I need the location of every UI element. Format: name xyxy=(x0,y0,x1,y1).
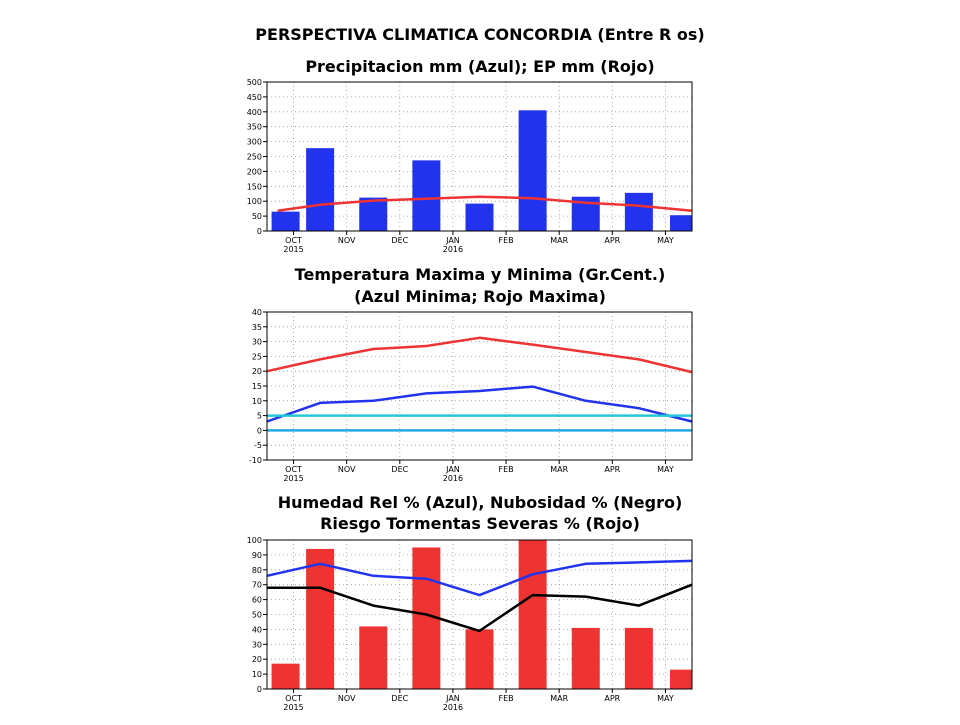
y-tick-label: 10 xyxy=(252,670,262,679)
x-tick-label: FEB xyxy=(498,236,513,245)
y-tick-label: 30 xyxy=(252,640,262,649)
x-tick-label: DEC xyxy=(391,465,408,474)
x-tick-year: 2016 xyxy=(443,474,463,483)
bar xyxy=(306,548,335,689)
x-tick-label: FEB xyxy=(498,694,513,703)
x-tick-label: NOV xyxy=(338,465,356,474)
bar xyxy=(359,626,388,689)
x-tick-year: 2016 xyxy=(443,703,463,712)
y-tick-label: 20 xyxy=(252,367,262,376)
series-line-2 xyxy=(266,385,693,423)
y-tick-label: 40 xyxy=(252,625,262,634)
x-tick-year: 2016 xyxy=(443,245,463,254)
x-tick-label: JAN xyxy=(445,465,460,474)
bar xyxy=(271,663,300,689)
y-tick-label: 70 xyxy=(252,581,262,590)
panel-title: Temperatura Maxima y Minima (Gr.Cent.) xyxy=(295,265,666,284)
y-tick-label: 60 xyxy=(252,596,262,605)
y-tick-label: 40 xyxy=(252,308,262,317)
bar xyxy=(465,203,494,231)
bar xyxy=(670,215,692,231)
x-tick-label: MAY xyxy=(657,465,674,474)
y-tick-label: 35 xyxy=(252,323,262,332)
bar xyxy=(359,197,388,231)
x-tick-label: OCT xyxy=(285,694,302,703)
x-tick-label: APR xyxy=(604,465,620,474)
bar xyxy=(571,627,600,689)
panel-title: Humedad Rel % (Azul), Nubosidad % (Negro… xyxy=(278,493,683,512)
panel-subtitle: Riesgo Tormentas Severas % (Rojo) xyxy=(320,514,640,533)
y-tick-label: 50 xyxy=(252,611,262,620)
x-tick-year: 2015 xyxy=(283,474,303,483)
y-tick-label: -5 xyxy=(254,441,262,450)
y-tick-label: -10 xyxy=(249,456,262,465)
bar xyxy=(624,627,653,689)
y-tick-label: 90 xyxy=(252,551,262,560)
bar xyxy=(624,192,653,231)
y-tick-label: 80 xyxy=(252,566,262,575)
y-tick-label: 5 xyxy=(257,412,262,421)
bar xyxy=(271,211,300,231)
x-tick-label: OCT xyxy=(285,236,302,245)
bar xyxy=(518,110,547,231)
y-tick-label: 15 xyxy=(252,382,262,391)
y-tick-label: 10 xyxy=(252,397,262,406)
panel-3: Humedad Rel % (Azul), Nubosidad % (Negro… xyxy=(247,493,693,712)
y-tick-label: 0 xyxy=(257,227,262,236)
bar xyxy=(412,160,441,231)
y-tick-label: 150 xyxy=(247,182,262,191)
panel-2: Temperatura Maxima y Minima (Gr.Cent.) (A… xyxy=(249,265,693,483)
y-tick-label: 250 xyxy=(247,153,262,162)
x-tick-label: NOV xyxy=(338,236,356,245)
x-tick-label: MAY xyxy=(657,236,674,245)
y-tick-label: 450 xyxy=(247,93,262,102)
series-line-2 xyxy=(267,583,693,633)
y-tick-label: 350 xyxy=(247,123,262,132)
y-tick-label: 500 xyxy=(247,78,262,87)
x-tick-label: OCT xyxy=(285,465,302,474)
y-tick-label: 100 xyxy=(247,536,262,545)
y-tick-label: 400 xyxy=(247,108,262,117)
x-tick-label: DEC xyxy=(391,236,408,245)
x-tick-label: DEC xyxy=(391,694,408,703)
y-tick-label: 0 xyxy=(257,685,262,694)
x-tick-label: FEB xyxy=(498,465,513,474)
series-line-1 xyxy=(277,195,693,212)
x-tick-year: 2015 xyxy=(283,703,303,712)
y-tick-label: 300 xyxy=(247,138,262,147)
bar xyxy=(465,629,494,689)
x-tick-label: MAR xyxy=(550,465,568,474)
bar xyxy=(518,540,547,689)
x-tick-label: JAN xyxy=(445,236,460,245)
y-tick-label: 30 xyxy=(252,338,262,347)
series-line-1 xyxy=(266,559,693,597)
y-tick-label: 50 xyxy=(252,212,262,221)
main-title: PERSPECTIVA CLIMATICA CONCORDIA (Entre R… xyxy=(255,25,704,44)
panel-subtitle: (Azul Minima; Rojo Maxima) xyxy=(354,287,606,306)
y-tick-label: 0 xyxy=(257,426,262,435)
y-tick-label: 200 xyxy=(247,167,262,176)
y-tick-label: 100 xyxy=(247,197,262,206)
series-line-1 xyxy=(266,336,693,374)
x-tick-label: APR xyxy=(604,694,620,703)
panel-1: Precipitacion mm (Azul); EP mm (Rojo) 0 50… xyxy=(247,57,693,254)
x-tick-label: MAR xyxy=(550,236,568,245)
bar xyxy=(306,148,335,231)
x-tick-label: MAR xyxy=(550,694,568,703)
y-tick-label: 25 xyxy=(252,352,262,361)
y-tick-label: 20 xyxy=(252,655,262,664)
bar xyxy=(670,669,692,689)
x-tick-label: NOV xyxy=(338,694,356,703)
x-tick-label: JAN xyxy=(445,694,460,703)
panel-title: Precipitacion mm (Azul); EP mm (Rojo) xyxy=(305,57,654,76)
x-tick-label: MAY xyxy=(657,694,674,703)
x-tick-label: APR xyxy=(604,236,620,245)
x-tick-year: 2015 xyxy=(283,245,303,254)
